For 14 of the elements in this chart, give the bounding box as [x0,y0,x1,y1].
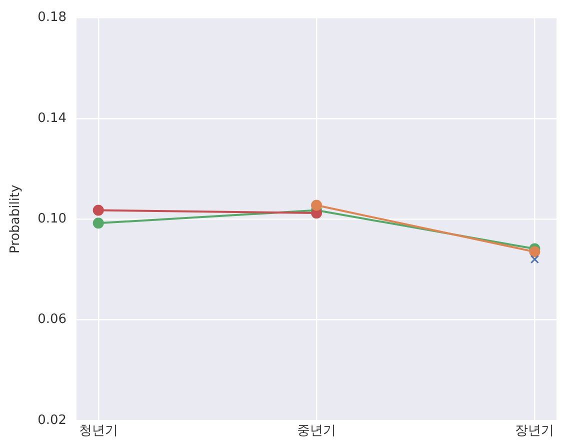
point [311,200,322,211]
y-axis-title: Probability [8,184,24,254]
point [529,246,540,258]
point [530,255,539,264]
point [92,218,104,229]
x-tick-label: 청년기 [78,424,118,439]
y-tick-label: 0.02 [38,412,67,428]
point [92,204,104,216]
y-tick-label: 0.06 [38,312,67,328]
y-tick-label: 0.18 [38,10,67,26]
x-tick-label: 장년기 [515,424,554,439]
x-tick-label: 중년기 [297,424,336,439]
y-tick-label: 0.10 [38,211,67,226]
y-tick-label: 0.14 [38,110,67,126]
